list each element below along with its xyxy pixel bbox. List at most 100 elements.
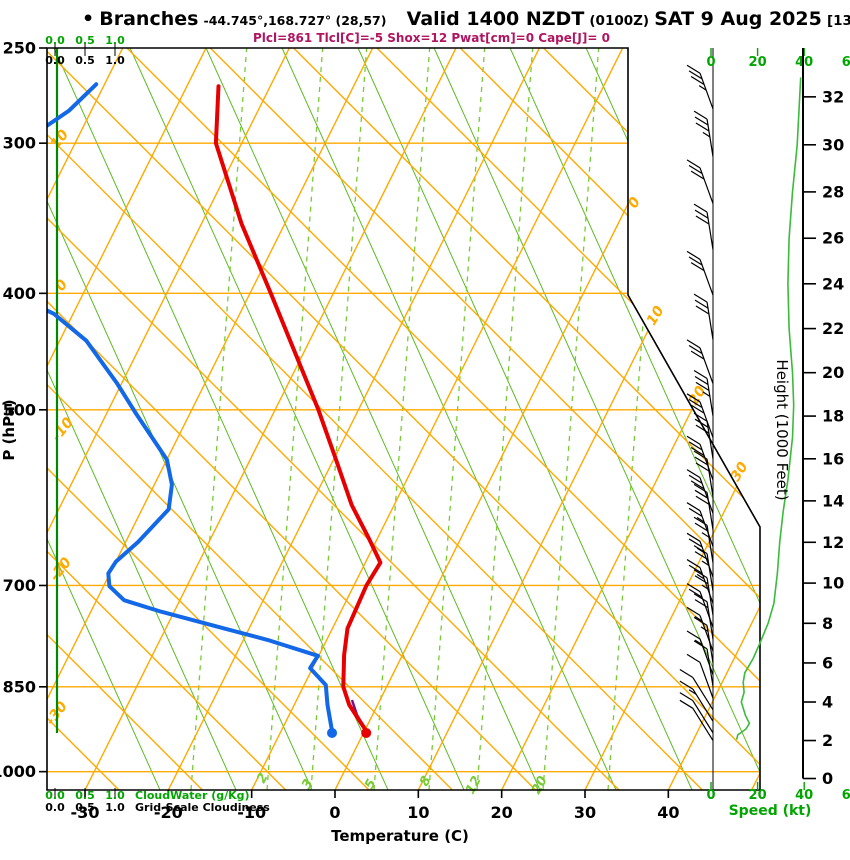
pressure-tick-label: 300 — [3, 134, 36, 153]
speed-tick-top: 20 — [749, 55, 767, 70]
valid-date: SAT 9 Aug 2025 — [654, 8, 822, 30]
mixing-ratio-label: 20 — [529, 774, 551, 797]
speed-tick-bottom: 60 — [842, 788, 850, 803]
speed-tick-bottom: 20 — [749, 788, 767, 803]
wind-barb — [693, 483, 714, 531]
wind-barb — [693, 370, 714, 417]
pressure-tick-label: 400 — [3, 284, 36, 303]
temperature-tick-label: 40 — [657, 803, 679, 822]
dry-adiabat-label: 0 — [53, 277, 72, 295]
speed-tick-top: 0 — [706, 55, 715, 70]
zulu-time: (0100Z) — [589, 13, 650, 29]
dry-adiabat-label: -20 — [47, 554, 75, 584]
station-name: Branches — [99, 8, 199, 30]
height-tick-label: 24 — [822, 274, 844, 293]
wind-barb — [693, 545, 714, 592]
cloudwater-scale-top: 0.5 — [75, 34, 95, 47]
cloudiness-scale-top: 1.0 — [105, 54, 125, 67]
pressure-axis-title: P (hPa) — [0, 399, 18, 460]
surface-dewpoint-dot — [327, 727, 338, 738]
speed-tick-bottom: 40 — [795, 788, 813, 803]
pressure-tick-label: 500 — [3, 400, 36, 419]
cloud-scales: 0.00.00.00.00.50.50.50.51.01.01.01.0Clou… — [45, 34, 270, 814]
wind-barb — [686, 630, 714, 675]
wind-barb — [693, 516, 714, 563]
cloudiness-caption: Grid-Scale Cloudiness — [135, 801, 270, 814]
wind-barb — [686, 583, 714, 628]
height-tick-label: 22 — [822, 319, 844, 338]
isotherm-label: 10 — [644, 303, 668, 328]
pressure-axis: 250 300 400 500 700 850 1000 P (hPa) — [0, 39, 47, 781]
speed-axis-title: Speed (kt) — [729, 803, 812, 819]
cloudiness-scale-top: 0.0 — [45, 54, 65, 67]
height-tick-label: 16 — [822, 449, 844, 468]
wind-barb — [686, 393, 714, 438]
wind-barb — [686, 502, 714, 547]
cloudiness-scale-bottom: 0.5 — [75, 801, 95, 814]
speed-tick-top: 40 — [795, 55, 813, 70]
wind-barb — [679, 669, 714, 711]
temperature-tick-label: -30 — [71, 803, 100, 822]
wind-barb — [693, 640, 714, 687]
height-tick-label: 30 — [822, 135, 844, 154]
height-tick-label: 10 — [822, 574, 844, 593]
wind-barb — [686, 606, 714, 652]
wind-barb — [679, 692, 714, 734]
temperature-curve — [213, 84, 383, 733]
wind-barb — [686, 159, 714, 204]
temperature-axis-title: Temperature (C) — [331, 827, 469, 845]
pressure-tick-label: 1000 — [0, 762, 36, 781]
surface-temp-dot — [361, 727, 372, 738]
height-tick-label: 12 — [822, 533, 844, 552]
speed-tick-top: 60 — [842, 55, 850, 70]
wind-barb — [693, 616, 714, 664]
wind-barb — [686, 653, 714, 699]
height-tick-label: 0 — [822, 769, 833, 788]
height-tick-label: 26 — [822, 229, 844, 248]
height-tick-label: 4 — [822, 693, 833, 712]
dry-adiabat-label: -10 — [49, 414, 77, 444]
wind-barb — [686, 435, 714, 481]
height-axis-title: Height (1000 Feet) — [773, 359, 791, 500]
grid-lines — [47, 48, 760, 790]
mixing-ratio-label: 12 — [463, 774, 485, 797]
wind-barb — [693, 203, 714, 250]
wind-barb — [693, 593, 714, 640]
height-tick-label: 2 — [822, 731, 833, 750]
temperature-tick-label: 20 — [491, 803, 513, 822]
wind-barbs — [679, 48, 714, 790]
valid-time: Valid 1400 NZDT — [406, 8, 585, 30]
height-tick-label: 8 — [822, 614, 833, 633]
speed-profile-curve — [735, 77, 802, 740]
cloudwater-caption: CloudWater (g/Kg) — [135, 789, 250, 802]
cloudwater-scale-top: 1.0 — [105, 34, 125, 47]
cloudiness-scale-bottom: 1.0 — [105, 801, 125, 814]
sounding-curves — [47, 82, 383, 738]
height-tick-label: 20 — [822, 363, 844, 382]
height-tick-label: 32 — [822, 87, 844, 106]
chart-title: • Branches -44.745°,168.727° (28,57) Val… — [82, 8, 850, 30]
wind-barb — [686, 339, 714, 384]
pressure-tick-label: 250 — [3, 39, 36, 58]
wind-barb — [686, 559, 714, 604]
wind-barb — [693, 110, 714, 157]
temperature-tick-label: 10 — [407, 803, 429, 822]
height-tick-label: 18 — [822, 407, 844, 426]
height-tick-label: 6 — [822, 653, 833, 672]
sounding-parameters: Plcl=861 Tlcl[C]=-5 Shox=12 Pwat[cm]=0 C… — [253, 31, 610, 45]
title-bullet: • — [82, 8, 95, 30]
wind-barb — [686, 469, 714, 514]
cloudwater-scale-top: 0.0 — [45, 34, 65, 47]
temperature-axis: -30 -20 -10 0 10 20 30 40 Temperature (C) — [71, 790, 679, 845]
wind-barb — [693, 450, 714, 497]
wind-barb — [693, 412, 714, 459]
wind-barb — [693, 293, 714, 340]
wind-barb — [686, 250, 714, 296]
temperature-tick-label: 0 — [329, 803, 340, 822]
wind-barb — [679, 680, 714, 722]
cloudiness-scale-top: 0.5 — [75, 54, 95, 67]
